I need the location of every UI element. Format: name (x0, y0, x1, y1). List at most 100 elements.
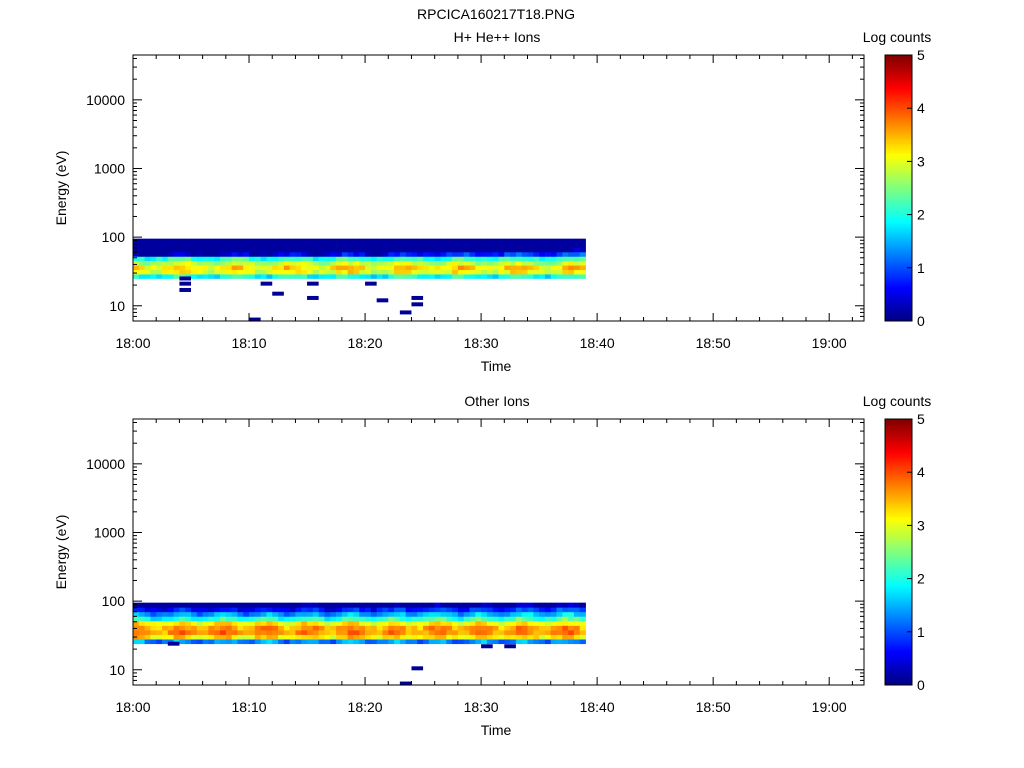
spectrogram-cell (133, 251, 140, 257)
spectrogram-cell (492, 260, 499, 266)
spectrogram-cell (544, 269, 552, 275)
colorbar-step (885, 509, 912, 513)
spectrogram-cell (278, 247, 285, 253)
spectrogram-cell (289, 247, 296, 253)
spectrogram-cell (150, 251, 157, 257)
spectrogram-cell (196, 620, 204, 626)
spectrogram-cell (347, 602, 354, 608)
spectrogram-cell (266, 269, 273, 275)
spectrogram-cell (272, 260, 279, 266)
colorbar-step (885, 492, 912, 495)
colorbar-step (885, 585, 912, 588)
spectrogram-cell (237, 256, 244, 262)
spectrogram-cell (243, 265, 250, 271)
spectrogram-cell (492, 251, 499, 257)
spectrogram-cell (515, 630, 523, 635)
spectrogram-cell (556, 274, 563, 279)
colorbar-step (885, 494, 912, 498)
spectrogram-cell (162, 238, 169, 244)
spectrogram-cell (440, 269, 447, 275)
spectrogram-cell (428, 634, 436, 640)
colorbar-step (885, 680, 912, 684)
spectrogram-cell (388, 251, 395, 257)
spectrogram-cell (353, 630, 360, 635)
spectrogram-cell (138, 251, 145, 257)
spectrogram-cell (510, 251, 517, 257)
spectrogram-cell (162, 274, 169, 279)
spectrogram-cell (481, 265, 488, 271)
spectrogram-cell (249, 634, 256, 640)
spectrogram-cell (272, 639, 279, 645)
spectrogram-cell (237, 265, 244, 271)
spectrogram-cell (272, 634, 279, 640)
spectrogram-cell (254, 260, 262, 266)
spectrogram-cell (220, 251, 227, 257)
spectrogram-cell (336, 620, 343, 626)
spectrogram-cell (504, 238, 511, 244)
spectrogram-cell (469, 620, 476, 626)
spectrogram-cell (138, 602, 145, 608)
spectrogram-cell (138, 620, 145, 626)
colorbar-step (885, 267, 912, 271)
spectrogram-cell (423, 269, 430, 275)
x-tick-label: 18:20 (348, 699, 383, 715)
colorbar-tick-label: 2 (917, 207, 925, 223)
spectrogram-cell (527, 274, 534, 279)
spectrogram-cell (388, 611, 395, 617)
spectrogram-cell (185, 616, 192, 622)
colorbar-tick-label: 1 (917, 624, 925, 640)
colorbar-step (885, 461, 912, 464)
spectrogram-cell (498, 251, 505, 257)
spectrogram-cell (283, 602, 291, 608)
spectrogram-cell (278, 607, 285, 613)
spectrogram-cell (283, 634, 291, 640)
spectrogram-cell (173, 256, 180, 262)
spectrogram-cell (179, 243, 186, 248)
spectrogram-cell (573, 247, 581, 253)
spectrogram-cell (231, 602, 238, 608)
spectrogram-cell (382, 602, 389, 608)
spectrogram-cell (573, 607, 581, 613)
spectrogram-cell (278, 256, 285, 262)
sparse-count-mark (376, 298, 389, 303)
spectrogram-cell (510, 247, 517, 253)
spectrogram-cell (249, 269, 256, 275)
spectrogram-cell (167, 269, 175, 275)
spectrogram-cell (475, 611, 482, 617)
spectrogram-cell (550, 243, 557, 248)
spectrogram-cell (544, 625, 552, 631)
spectrogram-cell (544, 238, 552, 244)
spectrogram-cell (539, 625, 546, 631)
colorbar-step (885, 227, 912, 231)
colorbar-step (885, 552, 912, 555)
spectrogram-cell (504, 602, 511, 608)
spectrogram-cell (417, 607, 424, 613)
spectrogram-cell (365, 251, 372, 257)
spectrogram-cell (283, 620, 291, 626)
spectrogram-cell (185, 247, 192, 253)
spectrogram-cell (550, 274, 557, 279)
spectrogram-cell (208, 269, 215, 275)
spectrogram-cell (266, 630, 273, 635)
spectrogram-cell (249, 256, 256, 262)
colorbar-step (885, 130, 912, 134)
colorbar-step (885, 445, 912, 449)
spectrogram-cell (550, 269, 557, 275)
spectrogram-cell (162, 247, 169, 253)
colorbar-step (885, 163, 912, 167)
spectrogram-cell (208, 238, 215, 244)
spectrogram-cell (156, 274, 163, 279)
spectrogram-cell (289, 238, 296, 244)
spectrogram-cell (515, 238, 523, 244)
spectrogram-cell (515, 269, 523, 275)
spectrogram-cell (365, 634, 372, 640)
spectrogram-cell (446, 607, 453, 613)
spectrogram-cell (243, 630, 250, 635)
spectrogram-cell (295, 260, 302, 266)
spectrogram-cell (202, 607, 209, 613)
spectrogram-cell (254, 634, 262, 640)
spectrogram-cell (544, 602, 552, 608)
spectrogram-cell (469, 243, 476, 248)
spectrogram-cell (173, 265, 180, 271)
spectrogram-cell (225, 639, 233, 645)
